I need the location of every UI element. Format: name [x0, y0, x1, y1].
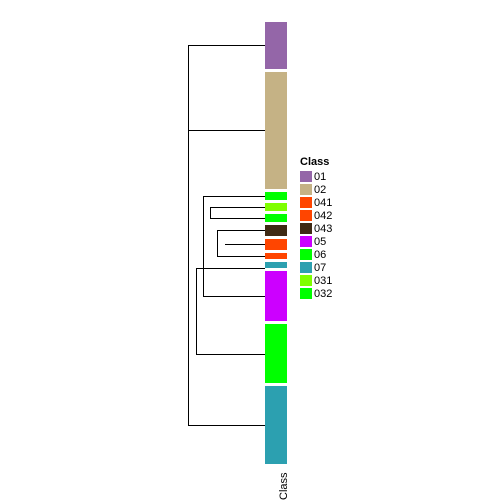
legend-swatch: [300, 262, 312, 273]
dendro-segment: [196, 268, 265, 269]
legend: Class 0102041042043050607031032: [300, 156, 332, 300]
legend-item: 05: [300, 235, 332, 248]
legend-item: 032: [300, 287, 332, 300]
class-bar: [265, 239, 287, 250]
class-bar: [265, 72, 287, 189]
dendro-segment: [196, 268, 197, 354]
legend-label: 042: [314, 210, 332, 222]
dendro-segment: [196, 354, 265, 355]
dendro-segment: [203, 196, 204, 246]
legend-swatch: [300, 288, 312, 299]
dendro-segment: [188, 45, 265, 46]
legend-label: 07: [314, 262, 326, 274]
dendro-segment: [217, 230, 218, 256]
dendro-segment: [203, 296, 265, 297]
legend-label: 02: [314, 184, 326, 196]
legend-label: 041: [314, 197, 332, 209]
legend-label: 06: [314, 249, 326, 261]
legend-swatch: [300, 171, 312, 182]
class-bar: [265, 262, 287, 268]
class-bar: [265, 192, 287, 200]
dendro-segment: [210, 207, 211, 218]
axis-label: Class: [278, 472, 290, 500]
legend-item: 07: [300, 261, 332, 274]
legend-item: 02: [300, 183, 332, 196]
legend-swatch: [300, 223, 312, 234]
legend-swatch: [300, 197, 312, 208]
legend-label: 01: [314, 171, 326, 183]
dendro-segment: [217, 256, 265, 257]
legend-item: 031: [300, 274, 332, 287]
legend-swatch: [300, 249, 312, 260]
legend-swatch: [300, 210, 312, 221]
legend-label: 031: [314, 275, 332, 287]
class-bar: [265, 324, 287, 383]
legend-label: 043: [314, 223, 332, 235]
class-bar: [265, 386, 287, 464]
class-bar: [265, 253, 287, 259]
class-bar: [265, 203, 287, 211]
dendro-segment: [188, 425, 265, 426]
legend-label: 032: [314, 288, 332, 300]
dendro-segment: [188, 130, 265, 131]
legend-swatch: [300, 184, 312, 195]
class-bar: [265, 271, 287, 321]
dendro-segment: [225, 244, 265, 245]
dendro-segment: [203, 196, 265, 197]
legend-item: 042: [300, 209, 332, 222]
legend-item: 06: [300, 248, 332, 261]
dendro-segment: [217, 230, 265, 231]
dendro-segment: [203, 246, 204, 296]
class-bar: [265, 225, 287, 236]
legend-label: 05: [314, 236, 326, 248]
dendro-segment: [210, 218, 265, 219]
legend-swatch: [300, 236, 312, 247]
legend-item: 043: [300, 222, 332, 235]
dendro-segment: [188, 45, 189, 425]
legend-swatch: [300, 275, 312, 286]
dendrogram-chart: Class 0102041042043050607031032 Class: [0, 0, 504, 504]
class-bar: [265, 22, 287, 69]
legend-item: 01: [300, 170, 332, 183]
dendro-segment: [210, 207, 265, 208]
legend-title: Class: [300, 156, 332, 168]
legend-item: 041: [300, 196, 332, 209]
class-bar: [265, 214, 287, 222]
